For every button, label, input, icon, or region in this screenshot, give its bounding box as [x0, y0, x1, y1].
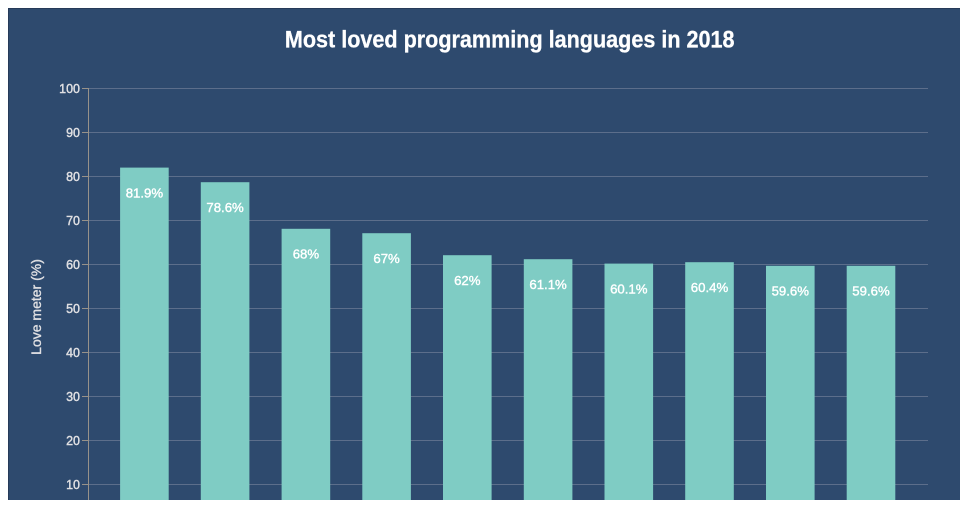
svg-text:62%: 62% [454, 273, 481, 288]
svg-text:Love meter (%): Love meter (%) [28, 259, 44, 355]
svg-text:81.9%: 81.9% [126, 185, 164, 200]
svg-text:40: 40 [66, 346, 80, 360]
svg-text:59.6%: 59.6% [772, 284, 810, 299]
svg-text:90: 90 [66, 126, 80, 140]
svg-text:80: 80 [66, 170, 80, 184]
svg-text:Most loved programming languag: Most loved programming languages in 2018 [285, 27, 735, 54]
svg-text:60: 60 [66, 258, 80, 272]
svg-text:70: 70 [66, 214, 80, 228]
svg-text:20: 20 [66, 434, 80, 448]
svg-text:59.6%: 59.6% [852, 284, 890, 299]
svg-text:100: 100 [59, 82, 80, 96]
svg-text:10: 10 [66, 478, 80, 492]
svg-text:68%: 68% [293, 247, 320, 262]
svg-text:30: 30 [66, 390, 80, 404]
svg-text:61.1%: 61.1% [529, 277, 567, 292]
svg-text:67%: 67% [373, 251, 400, 266]
svg-text:60.1%: 60.1% [610, 281, 648, 296]
svg-text:78.6%: 78.6% [206, 200, 244, 215]
svg-text:60.4%: 60.4% [691, 280, 729, 295]
svg-text:50: 50 [66, 302, 80, 316]
